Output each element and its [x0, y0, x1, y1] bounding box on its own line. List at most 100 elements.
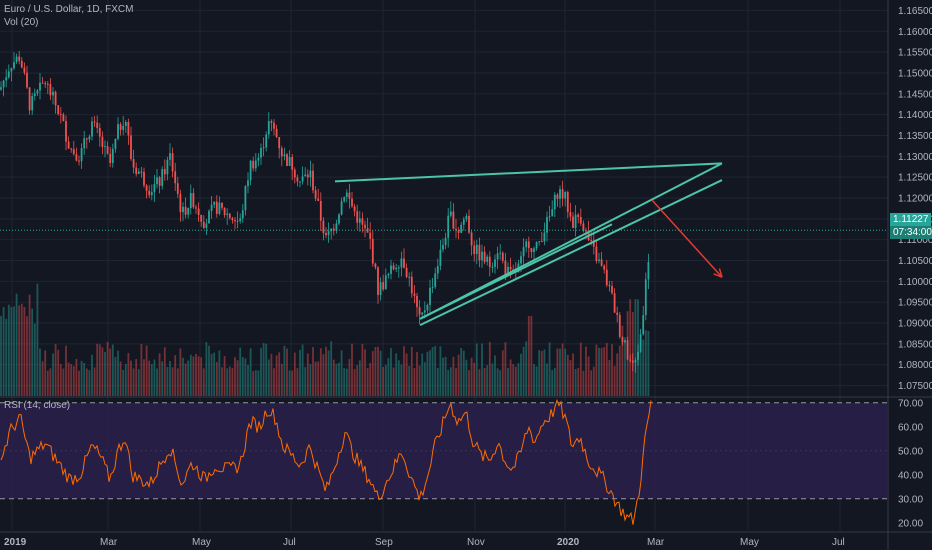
- candle-body: [59, 114, 62, 116]
- candle-body: [10, 68, 13, 72]
- candle-body: [150, 192, 153, 196]
- volume-bar: [494, 355, 496, 396]
- candle-body: [470, 232, 473, 246]
- volume-bar: [566, 354, 569, 396]
- volume-bar: [200, 357, 203, 396]
- candle-body: [423, 310, 426, 313]
- volume-bar: [564, 348, 567, 396]
- volume-bar: [598, 347, 600, 396]
- candle-body: [26, 72, 28, 88]
- candle-body: [436, 266, 439, 274]
- volume-bar: [244, 358, 247, 396]
- candle-body: [468, 215, 470, 233]
- candle-body: [546, 217, 548, 233]
- candle-body: [434, 273, 437, 287]
- volume-bar: [312, 347, 314, 396]
- wedge-upper-line: [334, 162, 723, 183]
- candle-body: [371, 238, 374, 264]
- volume-bar: [293, 352, 296, 396]
- candle-body: [421, 312, 424, 315]
- candle-body: [163, 169, 166, 175]
- volume-bar: [332, 359, 335, 396]
- candle-body: [392, 265, 395, 270]
- volume-bar: [491, 363, 494, 396]
- candle-body: [148, 190, 151, 196]
- candle-body: [574, 214, 577, 229]
- candle-body: [145, 185, 148, 191]
- volume-bar: [114, 356, 117, 396]
- volume-bar: [65, 345, 67, 396]
- candle-body: [239, 218, 242, 222]
- volume-bar: [59, 364, 62, 396]
- volume-bar: [408, 365, 411, 396]
- candle-body: [418, 307, 421, 315]
- candle-body: [286, 154, 288, 166]
- volume-bar: [514, 366, 517, 396]
- candle-body: [260, 147, 262, 158]
- candle-body: [351, 198, 353, 207]
- volume-bar: [288, 370, 291, 396]
- candle-body: [33, 93, 36, 96]
- candle-body: [15, 56, 18, 63]
- volume-bar: [62, 368, 65, 396]
- candle-body: [20, 60, 23, 68]
- candle-body: [408, 276, 411, 278]
- volume-bar: [306, 353, 309, 396]
- volume-bar: [517, 363, 520, 396]
- candle-body: [96, 122, 99, 128]
- volume-bar: [221, 367, 223, 396]
- candle-body: [605, 269, 608, 286]
- volume-bar: [72, 366, 75, 396]
- volume-bar: [465, 359, 468, 396]
- volume-bar: [343, 368, 346, 396]
- volume-bar: [176, 368, 179, 396]
- candle-body: [127, 121, 130, 136]
- candle-body: [491, 266, 494, 268]
- time-tick-label: 2019: [4, 537, 27, 548]
- volume-bar: [44, 350, 47, 396]
- volume-bar: [322, 354, 325, 396]
- volume-bar: [395, 353, 398, 396]
- volume-bar: [54, 344, 57, 396]
- volume-bar: [444, 356, 447, 396]
- candle-body: [46, 83, 49, 85]
- candle-body: [384, 275, 387, 290]
- volume-bar: [28, 294, 31, 396]
- volume-bar: [174, 355, 177, 396]
- volume-bar: [257, 370, 260, 396]
- candle-body: [405, 267, 408, 278]
- time-tick-label: Jul: [832, 537, 845, 548]
- candle-body: [208, 210, 210, 224]
- candle-body: [291, 157, 294, 170]
- volume-bar: [26, 316, 28, 396]
- volume-bar: [364, 349, 366, 396]
- volume-bar: [57, 349, 60, 396]
- volume-bar: [226, 368, 229, 396]
- volume-bar: [169, 360, 171, 396]
- price-tick-label: 1.12000: [898, 194, 932, 205]
- candle-body: [613, 293, 616, 313]
- candle-body: [608, 285, 611, 287]
- price-tick-label: 1.08500: [898, 339, 932, 350]
- volume-bar: [299, 349, 301, 396]
- candle-body: [296, 177, 299, 182]
- candle-body: [132, 159, 135, 168]
- volume-bar: [317, 361, 320, 396]
- volume-bar: [127, 353, 130, 396]
- volume-bar: [556, 348, 559, 396]
- volume-bar: [533, 363, 535, 396]
- volume-bar: [397, 360, 400, 396]
- volume-bar: [280, 363, 283, 396]
- candle-body: [566, 192, 569, 213]
- candle-body: [400, 258, 403, 268]
- candle-body: [2, 80, 5, 88]
- candle-body: [465, 215, 468, 220]
- volume-bars: [0, 283, 650, 396]
- candle-body: [23, 67, 26, 73]
- candle-body: [202, 221, 205, 228]
- volume-bar: [520, 353, 522, 396]
- volume-bar: [273, 368, 275, 396]
- volume-bar: [481, 343, 483, 396]
- volume-bar: [522, 346, 525, 396]
